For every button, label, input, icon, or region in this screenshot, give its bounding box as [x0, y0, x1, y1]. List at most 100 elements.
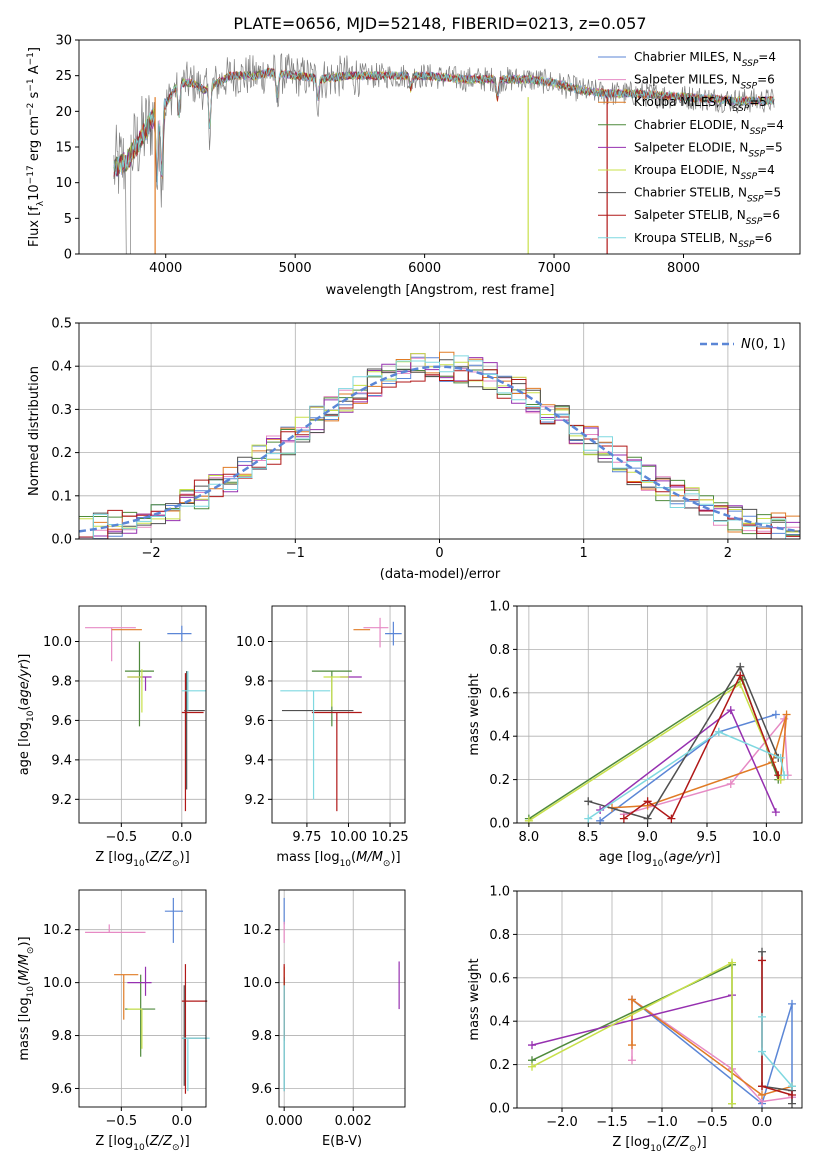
legend-label: Kroupa MILES, NSSP=5	[634, 95, 767, 114]
x-tick-label: −0.5	[106, 830, 138, 845]
gridlines	[279, 890, 405, 1107]
y-tick-label: 1.0	[489, 885, 510, 900]
x-tick-label: 0.000	[266, 1114, 303, 1129]
axes-frame	[78, 39, 801, 255]
weight-marker	[788, 999, 796, 1008]
figure-title: PLATE=0656, MJD=52148, FIBERID=0213, z=0…	[233, 14, 646, 33]
x-axis-label: (data-model)/error	[380, 567, 501, 582]
weight-marker	[667, 814, 676, 823]
y-tick-label: 0.6	[489, 686, 510, 701]
weight-line	[587, 731, 785, 820]
x-tick-label: −1.0	[646, 1115, 678, 1130]
weight-marker	[643, 797, 652, 806]
weight-marker	[584, 814, 593, 823]
x-axis-label: E(B-V)	[322, 1134, 362, 1149]
x-tick-label: 2	[724, 546, 732, 561]
x-tick-label: −2.0	[546, 1115, 578, 1130]
y-tick-label: 5	[64, 212, 72, 227]
weight-marker	[788, 1090, 796, 1099]
weight-marker	[788, 1082, 796, 1091]
weight-marker	[736, 671, 745, 680]
weight-marker	[726, 779, 735, 788]
y-tick-label: 0.6	[489, 971, 510, 986]
chart-layer: 4000 5000 6000 7000 8000051015202530waveleng…	[17, 34, 803, 1154]
y-tick-label: 0.4	[489, 730, 510, 745]
legend-label: N(0, 1)	[741, 337, 786, 352]
legend-label: Salpeter STELIB, NSSP=6	[634, 208, 780, 227]
y-tick-label: 10.0	[43, 635, 72, 650]
gridlines	[79, 606, 206, 823]
weight-line	[528, 678, 779, 820]
y-tick-label: 9.4	[244, 753, 265, 768]
y-tick-label: 20	[55, 105, 72, 120]
y-tick-label: 10.0	[236, 635, 265, 650]
legend-label: Salpeter MILES, NSSP=6	[634, 73, 775, 92]
y-axis-label: age [log10(age/yr)]	[17, 654, 36, 776]
x-tick-label: 10.0	[752, 830, 781, 845]
x-tick-label: 5000	[279, 261, 312, 276]
axes-frame	[271, 605, 406, 824]
weight-marker	[628, 1056, 636, 1065]
y-axis-label: mass weight	[467, 673, 482, 755]
y-tick-label: 9.8	[244, 674, 265, 689]
y-tick-label: 9.6	[51, 714, 72, 729]
y-axis-label: mass weight	[467, 958, 482, 1040]
weight-marker	[758, 947, 766, 956]
legend-label: Kroupa STELIB, NSSP=6	[634, 231, 772, 250]
x-tick-label: 0.0	[171, 830, 192, 845]
weight-line	[531, 994, 733, 1046]
gridlines	[272, 606, 405, 823]
histogram-step	[79, 369, 800, 539]
model-spectrum-line	[113, 67, 775, 177]
x-tick-label: −2	[142, 546, 161, 561]
weight-line	[599, 713, 777, 822]
y-tick-label: 10.0	[43, 976, 72, 991]
weight-line	[528, 682, 782, 822]
legend-label: Chabrier MILES, NSSP=4	[634, 50, 776, 69]
chart-weight-vs-age: 8.0 8.5 9.0 9.5 10.0 0.0 0.2 0.4 0.6 0.8 1.0 age [l…	[467, 600, 803, 869]
y-tick-label: 1.0	[489, 600, 510, 615]
chart-weight-vs-Z: −2.0 −1.5 −1.0 −0.5 0.0 0.0 0.2 0.4 0.6 0.8 1.0 Z […	[467, 885, 803, 1154]
x-tick-label: 9.75	[292, 830, 321, 845]
plot-area	[524, 662, 792, 825]
y-tick-label: 9.6	[251, 1082, 272, 1097]
weight-marker	[758, 1012, 766, 1021]
x-axis-label: age [log10(age/yr)]	[599, 850, 721, 869]
weight-line	[623, 716, 789, 816]
y-tick-label: 9.8	[51, 674, 72, 689]
y-axis-label: Flux [fλ10−17 erg cm−2 s−1 A−1]	[26, 47, 46, 247]
y-tick-label: 9.6	[244, 714, 265, 729]
axes-frame	[78, 322, 801, 540]
weight-marker	[771, 710, 780, 719]
x-tick-label: 0	[435, 546, 443, 561]
weight-marker	[628, 995, 636, 1004]
weight-marker	[776, 775, 785, 784]
chart-mass-vs-ebv: 0.000 0.002 9.6 9.8 10.0 10.2 E(B-V)	[243, 889, 406, 1149]
x-tick-label: 0.002	[335, 1114, 372, 1129]
x-tick-label: 0.0	[752, 1115, 773, 1130]
weight-marker	[728, 958, 736, 967]
weight-marker	[736, 662, 745, 671]
gridlines	[79, 890, 206, 1107]
y-tick-label: 10.0	[243, 976, 272, 991]
x-tick-label: 8.5	[578, 830, 599, 845]
gridlines	[517, 605, 802, 824]
weight-marker	[528, 1041, 536, 1050]
weight-marker	[728, 1099, 736, 1108]
legend-label: Kroupa ELODIE, NSSP=4	[634, 163, 775, 182]
x-tick-label: 7000	[538, 261, 571, 276]
plot-area	[280, 617, 402, 812]
y-tick-label: 0	[64, 248, 72, 263]
weight-marker	[758, 1082, 766, 1091]
axes-frame	[278, 889, 406, 1108]
weight-marker	[528, 1062, 536, 1071]
y-tick-label: 0.8	[489, 643, 510, 658]
y-axis-label: Normed distribution	[27, 366, 42, 496]
y-tick-label: 15	[55, 141, 72, 156]
y-tick-label: 9.8	[51, 1029, 72, 1044]
x-tick-label: 10.00	[330, 830, 367, 845]
weight-marker	[628, 1041, 636, 1050]
weight-marker	[788, 1099, 796, 1108]
plot-area	[79, 351, 800, 539]
